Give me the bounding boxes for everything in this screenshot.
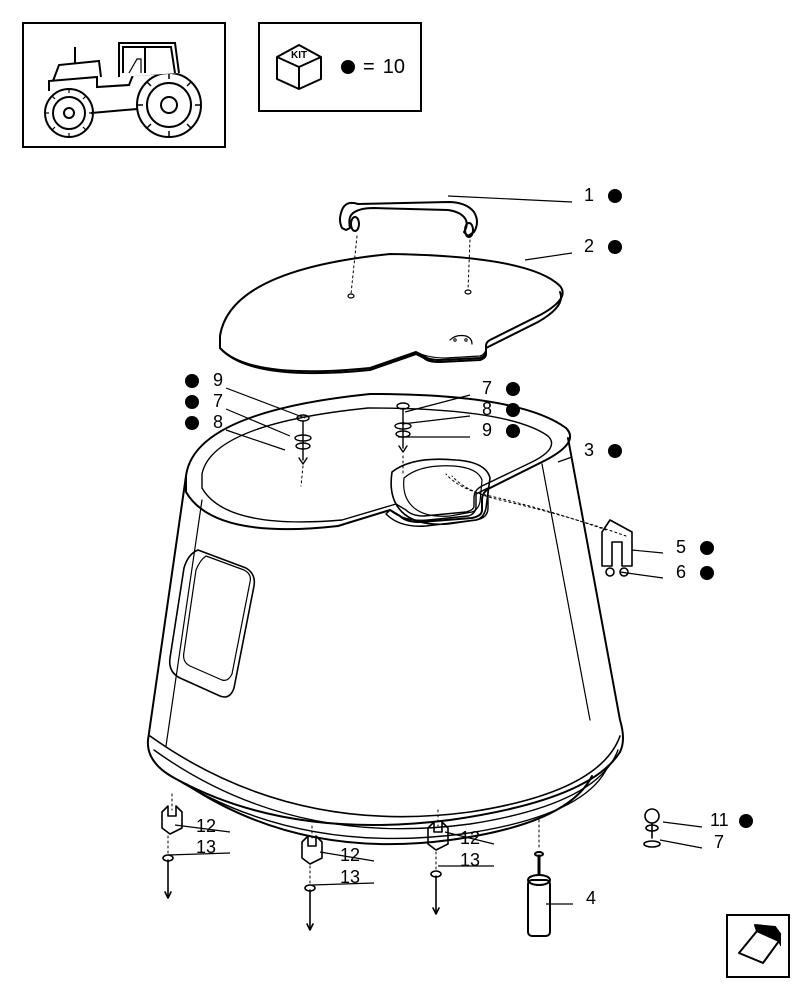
callout-number: 2 — [580, 236, 598, 257]
callout-number: 7 — [710, 832, 728, 853]
kit-legend-box: KIT = 10 — [258, 22, 422, 112]
callout-9: 9 — [185, 370, 227, 391]
callout-6: 6 — [672, 562, 714, 583]
part-hinge-bracket — [602, 520, 632, 576]
part-clamp-1 — [162, 806, 182, 898]
callout-4: 4 — [582, 888, 600, 909]
callout-dot-icon — [739, 814, 753, 828]
part-handle — [340, 202, 477, 237]
kit-value: 10 — [383, 56, 405, 79]
callout-number: 8 — [478, 399, 496, 420]
kit-label: KIT — [291, 50, 307, 61]
callout-number: 4 — [582, 888, 600, 909]
part-clamp-2 — [302, 836, 322, 930]
callout-number: 9 — [478, 420, 496, 441]
callout-dot-icon — [506, 382, 520, 396]
callout-number: 12 — [196, 816, 216, 837]
part-fastener-top-right — [395, 403, 411, 452]
callout-12: 12 — [196, 816, 216, 837]
callout-2: 2 — [580, 236, 622, 257]
tractor-line-art — [29, 29, 219, 141]
callout-dot-icon — [608, 189, 622, 203]
callout-number: 9 — [209, 370, 227, 391]
callout-1: 1 — [580, 185, 622, 206]
callout-5: 5 — [672, 537, 714, 558]
callout-13: 13 — [340, 867, 360, 888]
callout-7: 7 — [185, 391, 227, 412]
exploded-view — [90, 180, 730, 960]
callout-number: 12 — [340, 845, 360, 866]
callout-13: 13 — [460, 850, 480, 871]
kit-equation: = 10 — [341, 56, 405, 79]
callout-dot-icon — [506, 403, 520, 417]
callout-number: 13 — [196, 837, 216, 858]
callout-dot-icon — [700, 566, 714, 580]
callout-12: 12 — [340, 845, 360, 866]
part-pin — [528, 852, 550, 936]
corner-next-icon — [726, 914, 790, 978]
callout-dot-icon — [608, 240, 622, 254]
callout-number: 3 — [580, 440, 598, 461]
part-fastener-top-left — [295, 415, 311, 464]
callout-dot-icon — [608, 444, 622, 458]
callout-dot-icon — [185, 374, 199, 388]
part-lid — [220, 254, 563, 373]
callout-number: 6 — [672, 562, 690, 583]
callout-13: 13 — [196, 837, 216, 858]
part-ball-stud — [644, 809, 660, 847]
callout-number: 7 — [478, 378, 496, 399]
callout-number: 12 — [460, 828, 480, 849]
callout-number: 13 — [460, 850, 480, 871]
callout-dot-icon — [185, 416, 199, 430]
header-boxes: KIT = 10 — [22, 22, 422, 148]
callout-number: 7 — [209, 391, 227, 412]
callout-7: 7 — [710, 832, 728, 853]
callout-11: 11 — [710, 810, 753, 831]
kit-dot-icon — [341, 60, 355, 74]
callout-8: 8 — [478, 399, 520, 420]
callout-dot-icon — [700, 541, 714, 555]
callout-dot-icon — [185, 395, 199, 409]
tractor-thumbnail — [22, 22, 226, 148]
callout-number: 5 — [672, 537, 690, 558]
callout-number: 11 — [710, 810, 729, 831]
callout-3: 3 — [580, 440, 622, 461]
part-container — [148, 394, 623, 844]
kit-equals: = — [363, 56, 375, 79]
callout-9: 9 — [478, 420, 520, 441]
kit-cube-icon: KIT — [275, 43, 323, 91]
callout-7: 7 — [478, 378, 520, 399]
callout-number: 8 — [209, 412, 227, 433]
callout-12: 12 — [460, 828, 480, 849]
callout-number: 1 — [580, 185, 598, 206]
callout-dot-icon — [506, 424, 520, 438]
callout-8: 8 — [185, 412, 227, 433]
callout-number: 13 — [340, 867, 360, 888]
